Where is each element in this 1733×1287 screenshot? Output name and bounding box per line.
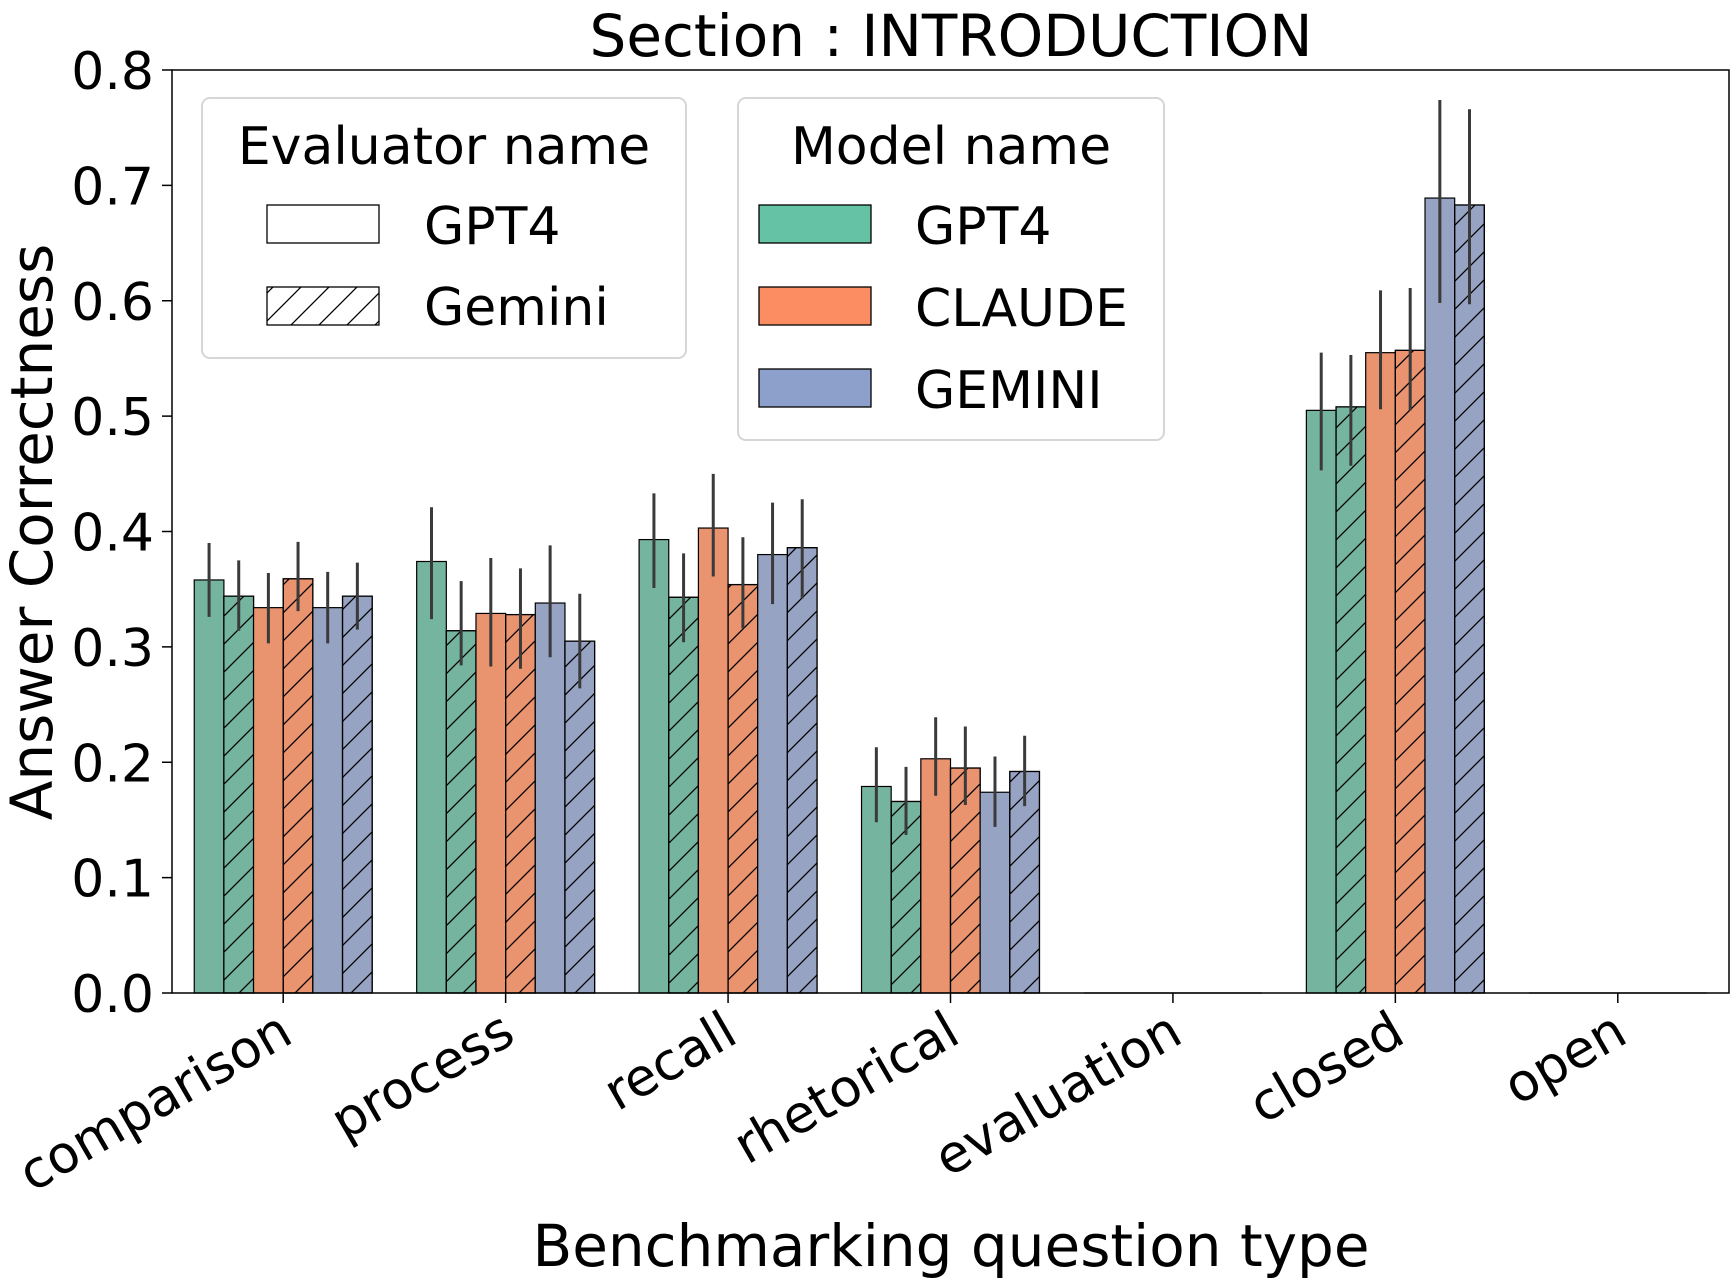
y-tick-label: 0.7: [71, 157, 154, 217]
legend-model-frame: [737, 97, 1165, 441]
legend-model-gemini: GEMINI: [915, 361, 1103, 421]
bar-hatch-closed-claude: [1394, 349, 1426, 994]
x-tick-label-comparison: comparison: [9, 1000, 302, 1204]
legend-evaluator: Evaluator name GPT4 Gemini: [201, 97, 687, 359]
y-tick-label: 0.2: [71, 734, 154, 794]
bar-hatch-recall-gpt4: [668, 596, 700, 994]
y-tick-label: 0.1: [71, 850, 154, 910]
y-tick-label: 0.4: [71, 504, 154, 564]
x-axis: comparison process recallrhetoricalevaluat…: [9, 993, 1636, 1204]
bar-hatch-recall-claude: [727, 583, 759, 994]
bar-hatch-comparison-gpt4: [223, 595, 255, 994]
bar-process-gemini-gpt4: [534, 602, 566, 994]
legend-model-claude: CLAUDE: [915, 279, 1128, 339]
x-axis-label: Benchmarking question type: [532, 1212, 1369, 1280]
y-axis: 0.0 0.1 0.2 0.3 0.4 0.5 0.6 0.7 0.8: [71, 42, 172, 1025]
chart-title: Section : INTRODUCTION: [590, 2, 1313, 70]
x-tick-label-recall: recall: [594, 1000, 747, 1123]
bar-hatch-comparison-claude: [282, 578, 314, 994]
bar-hatch-recall-gemini: [786, 547, 818, 994]
bar-hatch-rhetorical-gemini: [1009, 770, 1041, 994]
y-tick-label: 0.8: [71, 42, 154, 102]
x-tick-label-closed: closed: [1239, 1000, 1414, 1135]
legend-swatch-hatched: [266, 286, 380, 326]
bar-closed-gpt4-gpt4: [1305, 409, 1337, 994]
y-tick-label: 0.3: [71, 619, 154, 679]
bar-closed-claude-gpt4: [1365, 352, 1396, 994]
legend-evaluator-gpt4: GPT4: [424, 197, 561, 257]
legend-evaluator-gemini: Gemini: [424, 278, 609, 338]
legend-evaluator-title: Evaluator name: [238, 117, 650, 177]
y-axis-label: Answer Correctness: [0, 244, 66, 821]
bar-recall-claude-gpt4: [697, 527, 729, 994]
bar-comparison-gpt4-gpt4: [193, 579, 225, 994]
y-tick-label: 0.6: [71, 273, 154, 333]
bar-hatch-comparison-gemini: [341, 595, 373, 994]
x-tick-label-process: process: [321, 1000, 524, 1152]
bar-recall-gemini-gpt4: [757, 553, 788, 994]
legend-model-title: Model name: [791, 117, 1111, 177]
legend-swatch-gpt4: [758, 204, 872, 244]
bar-comparison-gemini-gpt4: [312, 607, 344, 994]
bar-rhetorical-claude-gpt4: [920, 758, 952, 994]
legend-swatch-gemini: [758, 368, 872, 408]
legend-swatch-claude: [758, 286, 872, 326]
legend-model: Model name GPT4 CLAUDE GEMINI: [737, 97, 1165, 441]
legend-model-gpt4: GPT4: [915, 197, 1052, 257]
bar-hatch-process-gemini: [564, 640, 596, 994]
bar-hatch-process-gpt4: [445, 630, 477, 994]
x-tick-label-evaluation: evaluation: [925, 1000, 1192, 1189]
x-tick-label-open: open: [1494, 1000, 1636, 1117]
bar-process-claude-gpt4: [475, 612, 507, 994]
bar-recall-gpt4-gpt4: [638, 538, 670, 994]
legend-swatch-solid: [266, 204, 380, 244]
bar-hatch-closed-gpt4: [1335, 406, 1367, 994]
bar-process-gpt4-gpt4: [416, 560, 447, 994]
bar-hatch-process-claude: [505, 613, 536, 994]
bar-comparison-claude-gpt4: [252, 607, 284, 994]
bar-closed-gemini-gpt4: [1424, 197, 1456, 994]
y-tick-label: 0.5: [71, 388, 154, 448]
plot-area: [193, 99, 1707, 994]
y-tick-label: 0.0: [71, 965, 154, 1025]
bar-hatch-closed-gemini: [1454, 204, 1485, 994]
